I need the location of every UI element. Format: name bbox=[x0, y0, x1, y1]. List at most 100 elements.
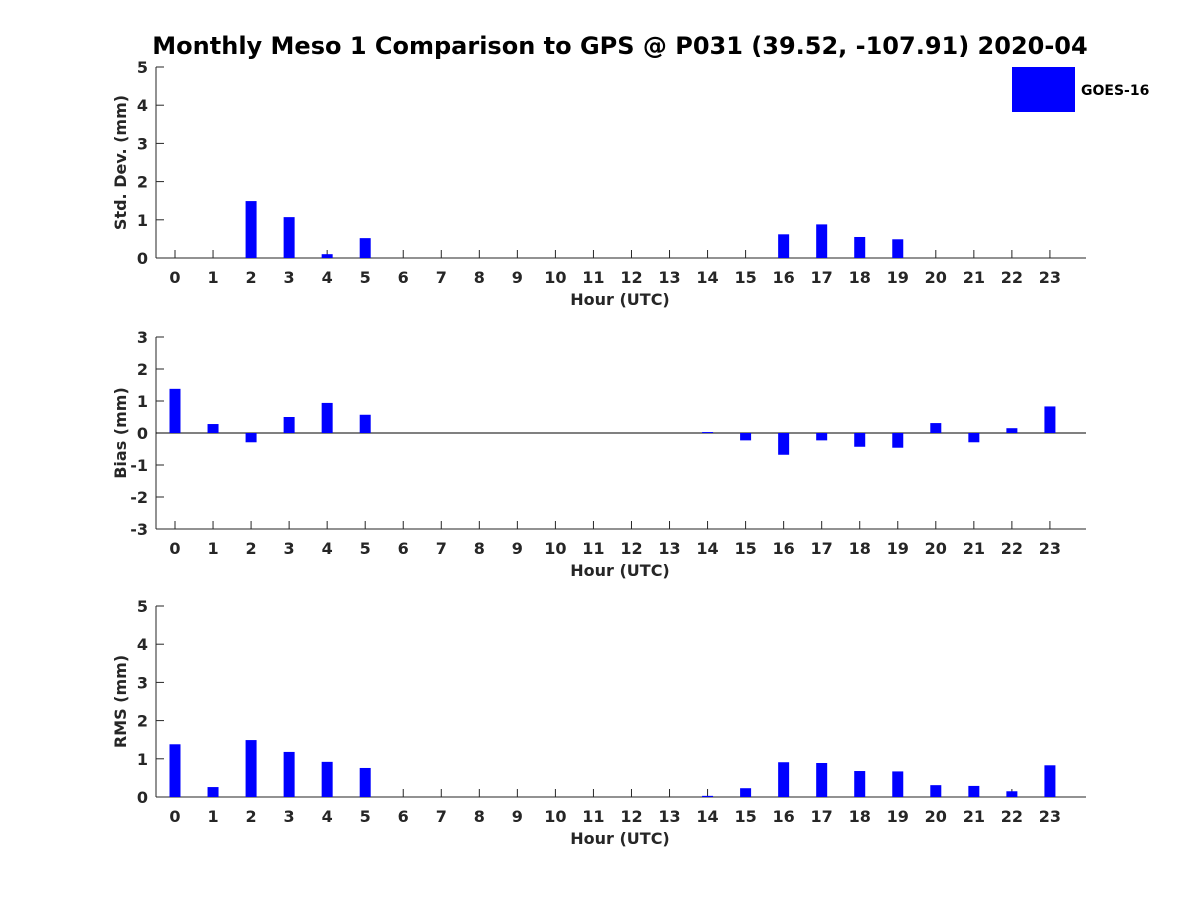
x-tick-label: 2 bbox=[246, 539, 257, 558]
x-tick-label: 13 bbox=[658, 539, 680, 558]
bar-22 bbox=[1006, 428, 1018, 433]
x-tick-label: 16 bbox=[773, 807, 795, 826]
bar-16 bbox=[778, 234, 790, 258]
x-tick-label: 13 bbox=[658, 268, 680, 287]
x-tick-label: 7 bbox=[436, 268, 447, 287]
x-tick-label: 3 bbox=[284, 268, 295, 287]
y-tick-label: 0 bbox=[137, 424, 148, 443]
bar-17 bbox=[816, 224, 828, 258]
bar-0 bbox=[169, 744, 181, 797]
x-tick-label: 13 bbox=[658, 807, 680, 826]
bar-23 bbox=[1044, 406, 1056, 433]
x-tick-label: 10 bbox=[544, 539, 566, 558]
x-tick-label: 5 bbox=[360, 268, 371, 287]
x-tick-label: 17 bbox=[811, 539, 833, 558]
x-tick-label: 23 bbox=[1039, 539, 1061, 558]
bar-4 bbox=[321, 402, 333, 433]
bar-15 bbox=[740, 433, 752, 441]
bar-3 bbox=[283, 751, 295, 797]
bar-5 bbox=[359, 767, 371, 797]
x-tick-label: 22 bbox=[1001, 807, 1023, 826]
x-tick-label: 11 bbox=[582, 268, 604, 287]
x-tick-label: 4 bbox=[322, 539, 333, 558]
x-tick-label: 14 bbox=[696, 807, 718, 826]
x-tick-label: 16 bbox=[773, 539, 795, 558]
x-tick-label: 23 bbox=[1039, 807, 1061, 826]
bar-16 bbox=[778, 433, 790, 455]
x-tick-label: 8 bbox=[474, 807, 485, 826]
x-axis-label: Hour (UTC) bbox=[570, 561, 670, 580]
y-tick-label: 5 bbox=[137, 597, 148, 616]
x-tick-label: 4 bbox=[322, 268, 333, 287]
x-tick-label: 22 bbox=[1001, 268, 1023, 287]
x-tick-label: 10 bbox=[544, 807, 566, 826]
x-tick-label: 15 bbox=[734, 268, 756, 287]
y-tick-label: -3 bbox=[130, 520, 148, 539]
x-tick-label: 22 bbox=[1001, 539, 1023, 558]
y-tick-label: 0 bbox=[137, 788, 148, 807]
bar-4 bbox=[321, 254, 333, 258]
x-tick-label: 21 bbox=[963, 539, 985, 558]
bar-5 bbox=[359, 238, 371, 258]
x-tick-label: 1 bbox=[207, 807, 218, 826]
x-tick-label: 12 bbox=[620, 807, 642, 826]
bar-23 bbox=[1044, 765, 1056, 797]
y-tick-label: 3 bbox=[137, 134, 148, 153]
x-tick-label: 4 bbox=[322, 807, 333, 826]
x-tick-label: 6 bbox=[398, 807, 409, 826]
y-axis-label: Bias (mm) bbox=[111, 387, 130, 479]
x-tick-label: 2 bbox=[246, 807, 257, 826]
x-tick-label: 6 bbox=[398, 539, 409, 558]
bar-16 bbox=[778, 762, 790, 797]
x-tick-label: 5 bbox=[360, 807, 371, 826]
bar-20 bbox=[930, 785, 942, 797]
x-tick-label: 8 bbox=[474, 268, 485, 287]
bar-19 bbox=[892, 433, 904, 448]
x-tick-label: 3 bbox=[284, 807, 295, 826]
x-tick-label: 20 bbox=[925, 807, 947, 826]
y-tick-label: 2 bbox=[137, 360, 148, 379]
y-tick-label: 2 bbox=[137, 712, 148, 731]
x-tick-label: 14 bbox=[696, 539, 718, 558]
x-tick-label: 0 bbox=[169, 539, 180, 558]
bar-18 bbox=[854, 771, 866, 797]
x-tick-label: 23 bbox=[1039, 268, 1061, 287]
x-tick-label: 20 bbox=[925, 268, 947, 287]
bar-17 bbox=[816, 763, 828, 797]
bar-14 bbox=[702, 795, 714, 797]
y-tick-label: 1 bbox=[137, 211, 148, 230]
bar-2 bbox=[245, 740, 257, 797]
x-tick-label: 20 bbox=[925, 539, 947, 558]
y-tick-label: 2 bbox=[137, 173, 148, 192]
bar-2 bbox=[245, 201, 257, 258]
x-tick-label: 18 bbox=[849, 807, 871, 826]
x-tick-label: 12 bbox=[620, 539, 642, 558]
bar-14 bbox=[702, 432, 714, 434]
x-tick-label: 0 bbox=[169, 807, 180, 826]
x-tick-label: 19 bbox=[887, 807, 909, 826]
y-tick-label: 3 bbox=[137, 673, 148, 692]
bar-3 bbox=[283, 217, 295, 258]
y-tick-label: 3 bbox=[137, 328, 148, 347]
x-tick-label: 6 bbox=[398, 268, 409, 287]
x-tick-label: 7 bbox=[436, 807, 447, 826]
y-tick-label: 5 bbox=[137, 58, 148, 77]
bar-22 bbox=[1006, 791, 1018, 797]
x-tick-label: 11 bbox=[582, 539, 604, 558]
legend-swatch bbox=[1012, 67, 1075, 112]
x-tick-label: 18 bbox=[849, 268, 871, 287]
bar-19 bbox=[892, 771, 904, 797]
x-tick-label: 9 bbox=[512, 539, 523, 558]
bar-0 bbox=[169, 388, 181, 433]
x-tick-label: 17 bbox=[811, 807, 833, 826]
legend: GOES-16 bbox=[1012, 67, 1149, 112]
y-tick-label: 1 bbox=[137, 750, 148, 769]
y-axis-label: RMS (mm) bbox=[111, 655, 130, 748]
y-tick-label: -2 bbox=[130, 488, 148, 507]
x-tick-label: 21 bbox=[963, 268, 985, 287]
chart-title: Monthly Meso 1 Comparison to GPS @ P031 … bbox=[152, 32, 1087, 60]
bar-3 bbox=[283, 417, 295, 433]
